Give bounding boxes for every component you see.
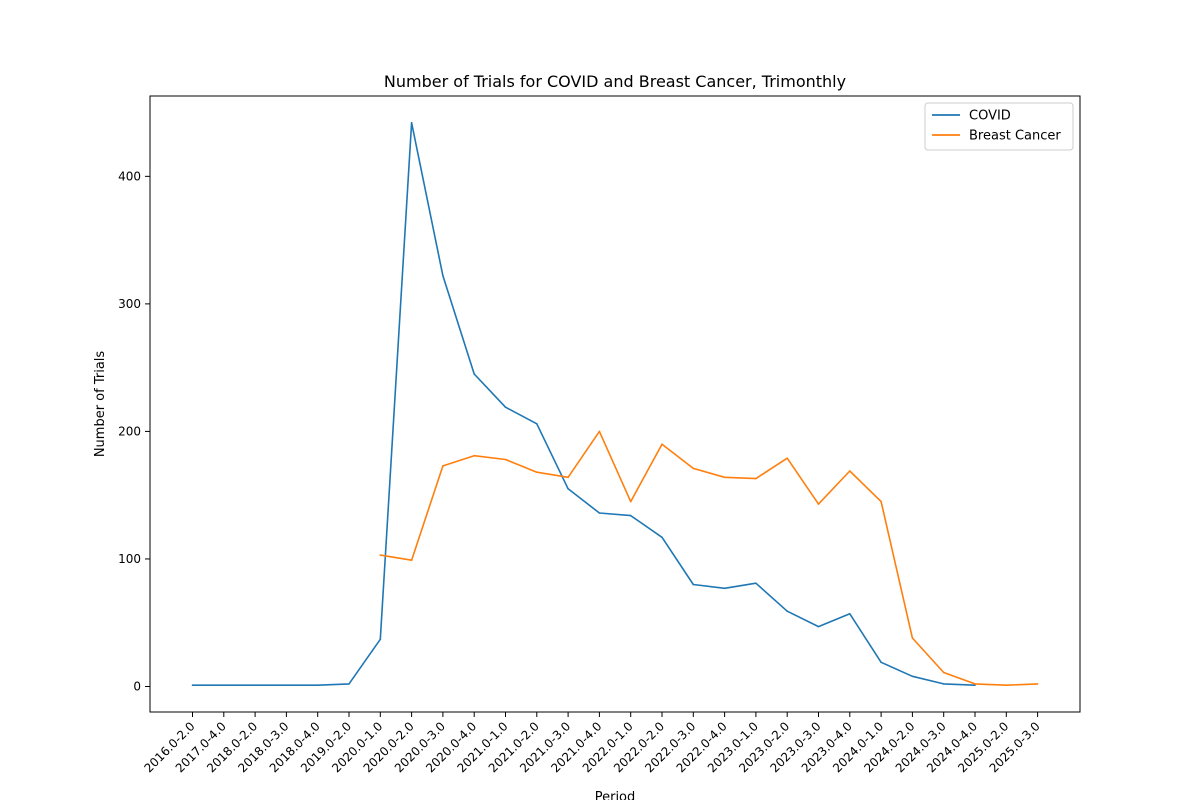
data-point-breast-cancer [1036, 683, 1039, 685]
data-point-breast-cancer [786, 457, 788, 460]
data-point-covid [536, 423, 538, 425]
data-point-covid [348, 683, 350, 685]
y-tick-label: 200 [118, 424, 141, 438]
data-point-covid [285, 684, 288, 686]
y-tick-label: 100 [118, 552, 141, 566]
legend-label-breast-cancer: Breast Cancer [969, 129, 1061, 144]
data-point-breast-cancer [661, 443, 663, 446]
data-point-breast-cancer [410, 559, 413, 561]
data-point-breast-cancer [442, 465, 444, 467]
data-point-covid [504, 406, 507, 409]
data-point-breast-cancer [817, 503, 820, 505]
data-point-covid [629, 514, 632, 517]
plot-area [149, 95, 1081, 713]
data-point-breast-cancer [880, 500, 882, 503]
data-point-breast-cancer [849, 470, 851, 472]
data-point-covid [849, 613, 851, 615]
data-point-breast-cancer [504, 458, 507, 461]
data-point-covid [598, 512, 601, 514]
data-point-covid [661, 536, 663, 539]
data-point-covid [817, 625, 820, 628]
data-point-covid [567, 488, 569, 490]
y-tick-label: 0 [133, 679, 141, 693]
legend-box [924, 102, 1074, 151]
data-point-breast-cancer [567, 476, 569, 479]
y-tick-label: 400 [118, 169, 141, 183]
legend-label-covid: COVID [969, 109, 1011, 124]
series-line-covid [192, 122, 976, 687]
data-point-breast-cancer [379, 554, 382, 556]
data-point-covid [223, 684, 225, 686]
data-point-breast-cancer [598, 430, 601, 433]
data-point-covid [410, 122, 413, 124]
data-point-breast-cancer [723, 476, 726, 479]
data-point-breast-cancer [473, 454, 476, 457]
data-point-covid [316, 684, 319, 686]
data-point-covid [723, 587, 726, 590]
data-point-breast-cancer [536, 471, 538, 474]
y-tick-label: 300 [118, 297, 141, 311]
data-point-breast-cancer [942, 671, 945, 674]
y-axis: 0 100 200 300 400 [118, 169, 150, 693]
data-point-breast-cancer [1005, 684, 1008, 686]
x-axis: 2016.0-2.02017.0-4.02018.0-2.02018.0-3.0… [141, 712, 1043, 775]
data-point-breast-cancer [629, 500, 632, 503]
y-axis-title: Number of Trials [93, 351, 108, 458]
data-point-covid [786, 610, 788, 612]
chart-title: Number of Trials for COVID and Breast Ca… [384, 72, 846, 91]
x-axis-title: Period [595, 790, 636, 800]
data-point-covid [880, 661, 882, 664]
series-line-breast-cancer [380, 430, 1038, 687]
data-point-breast-cancer [755, 477, 757, 480]
legend: COVID Breast Cancer [924, 102, 1074, 151]
data-point-covid [254, 684, 256, 686]
data-point-covid [755, 582, 757, 584]
data-point-covid [442, 275, 444, 277]
data-point-covid [942, 683, 945, 685]
data-point-breast-cancer [974, 683, 976, 685]
data-point-covid [379, 638, 382, 641]
data-point-covid [191, 684, 194, 686]
data-point-covid [974, 684, 976, 686]
data-point-covid [473, 373, 476, 375]
data-point-covid [692, 583, 695, 586]
data-point-covid [911, 675, 914, 678]
data-point-breast-cancer [911, 637, 914, 639]
data-point-breast-cancer [692, 467, 695, 470]
series-lines [191, 122, 1039, 687]
